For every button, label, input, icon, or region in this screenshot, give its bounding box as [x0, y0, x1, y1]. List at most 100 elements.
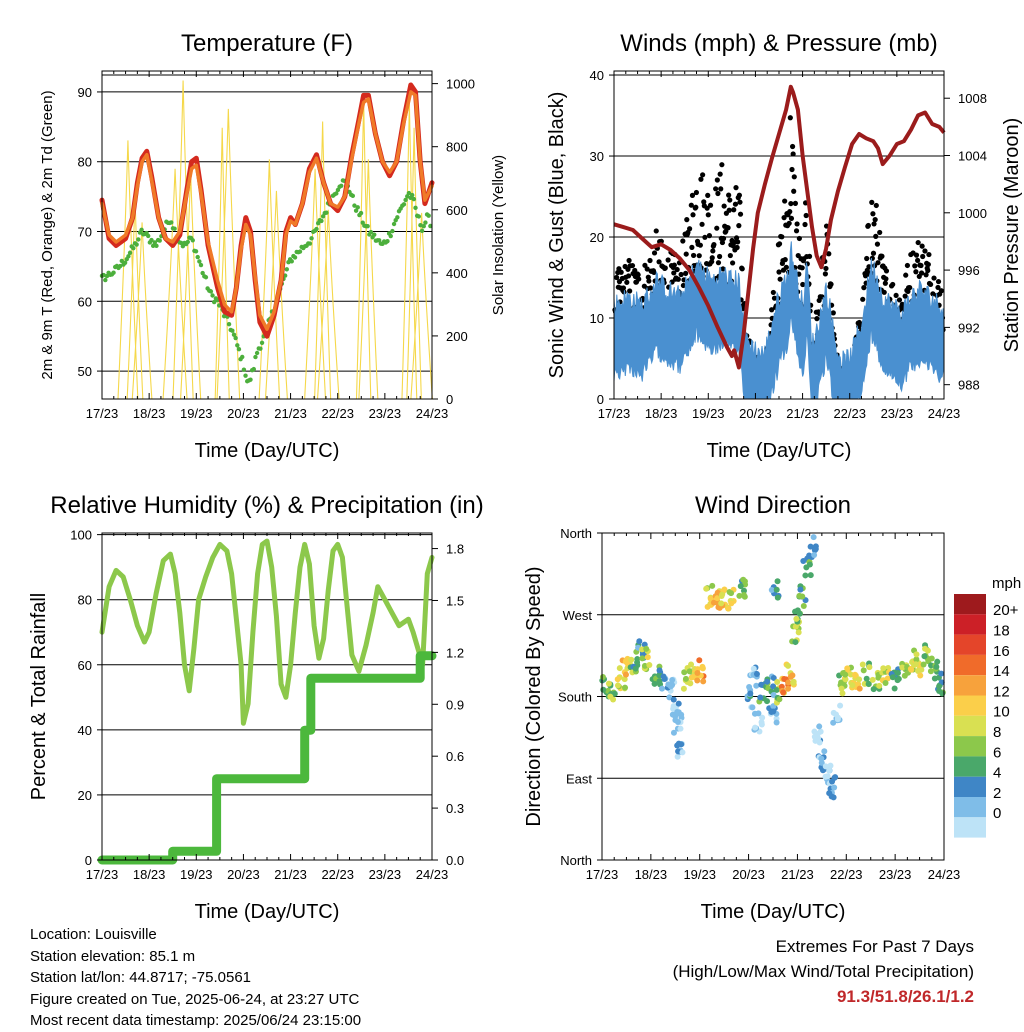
y2-tick-label: 1.2 [446, 645, 464, 660]
chart-title: Wind Direction [695, 492, 851, 519]
gust-point [647, 285, 654, 291]
dewpoint-point [324, 210, 329, 215]
created-text: Figure created on Tue, 2025-06-24, at 23… [30, 990, 360, 1008]
direction-point [882, 679, 889, 686]
dewpoint-point [103, 277, 108, 283]
direction-point [792, 608, 799, 615]
direction-point [699, 663, 706, 670]
dewpoint-point [149, 237, 154, 243]
dewpoint-point [243, 373, 248, 378]
gust-point [731, 207, 737, 213]
y2-tick-label: 988 [958, 378, 980, 393]
dewpoint-point [169, 220, 174, 225]
direction-point [644, 654, 651, 661]
gust-point [862, 273, 869, 279]
gust-point [769, 307, 775, 313]
y2-tick-label: 400 [446, 266, 468, 281]
gust-point [787, 209, 793, 215]
plot-area [599, 534, 946, 801]
dewpoint-point [391, 221, 397, 227]
gust-point [782, 257, 788, 263]
gust-point [923, 272, 929, 278]
direction-point [842, 671, 849, 678]
y2-tick-label: 0.0 [446, 853, 464, 868]
chart-temperature: Temperature (F) 17/23 18/23 19/23 20/23 21/23… [39, 30, 507, 462]
solar-insolation-spike [355, 99, 372, 400]
dewpoint-point [195, 254, 200, 260]
extremes-title: Extremes For Past 7 Days [775, 937, 974, 956]
direction-point [828, 793, 835, 800]
gust-point [793, 228, 800, 234]
direction-point [721, 586, 728, 593]
direction-point [696, 657, 703, 664]
direction-point [740, 576, 747, 583]
direction-point [866, 664, 873, 671]
direction-point [773, 686, 780, 693]
direction-point [634, 656, 641, 663]
dewpoint-point [208, 289, 214, 294]
gust-point [823, 265, 829, 272]
gust-point [690, 252, 697, 259]
dewpoint-point [372, 232, 377, 237]
dewpoint-point [355, 205, 360, 210]
direction-point [780, 689, 787, 696]
gust-point [680, 238, 686, 244]
direction-point [651, 680, 658, 687]
direction-point [832, 774, 839, 781]
gust-point [662, 265, 668, 271]
colorbar-swatch [954, 614, 986, 635]
solar-insolation-spike [172, 80, 194, 400]
gust-point [737, 199, 743, 205]
gust-point [796, 235, 802, 242]
gust-point [710, 248, 716, 254]
y-tick-label: 70 [78, 225, 92, 240]
colorbar-label: 4 [993, 765, 1001, 782]
dewpoint-point [421, 224, 426, 229]
gust-point [733, 185, 739, 191]
direction-point [830, 719, 837, 726]
gust-point [683, 270, 689, 276]
gust-point [830, 310, 836, 316]
gust-point [869, 199, 875, 205]
direction-point [920, 661, 927, 668]
gust-point [806, 253, 813, 259]
dewpoint-point [352, 203, 357, 208]
direction-point [924, 647, 931, 654]
direction-point [773, 586, 780, 593]
direction-point [912, 661, 919, 668]
direction-point [936, 683, 943, 690]
gust-point [726, 207, 732, 213]
gust-point [875, 260, 881, 266]
direction-point [646, 661, 653, 668]
direction-point [728, 590, 735, 597]
y-tick-label: East [566, 771, 592, 786]
colorbar-swatch [954, 695, 986, 716]
direction-point [670, 696, 677, 703]
gust-point [707, 202, 714, 208]
y-tick-label: 20 [590, 230, 604, 245]
dewpoint-point [309, 236, 314, 241]
x-tick-label: 22/23 [833, 406, 866, 421]
direction-point [751, 710, 758, 717]
gust-point [690, 212, 696, 218]
gust-point [861, 285, 867, 291]
dewpoint-point [101, 272, 106, 278]
gust-point [869, 255, 875, 261]
colorbar-swatch [954, 634, 986, 655]
direction-point [740, 587, 747, 594]
direction-point [928, 662, 935, 669]
solar-insolation-spike [314, 121, 332, 400]
gust-point [671, 270, 677, 276]
direction-point [614, 682, 621, 689]
gust-point [789, 143, 796, 150]
dewpoint-point [405, 194, 410, 199]
direction-point [880, 665, 887, 672]
direction-point [928, 655, 935, 662]
direction-point [688, 661, 695, 668]
direction-point [811, 552, 818, 559]
direction-point [774, 578, 781, 585]
y-tick-label: 30 [590, 149, 604, 164]
y2-tick-label: 200 [446, 329, 468, 344]
gust-point [687, 226, 693, 232]
x-tick-label: 19/23 [683, 867, 716, 882]
